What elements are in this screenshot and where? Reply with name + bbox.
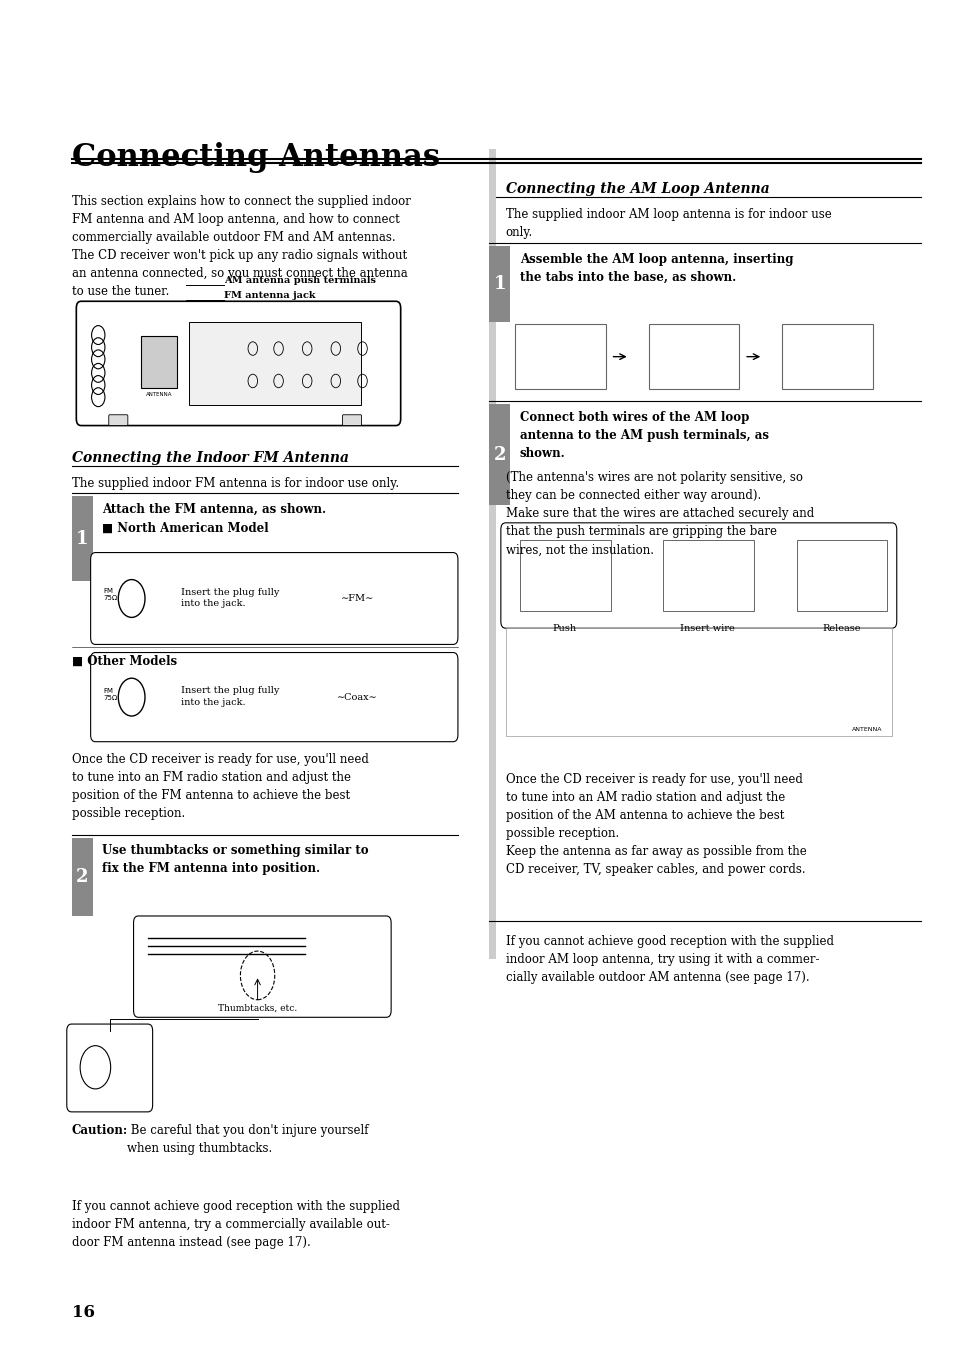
Text: 16: 16 [71,1304,94,1321]
FancyBboxPatch shape [91,653,457,742]
FancyBboxPatch shape [489,404,510,505]
Text: 1: 1 [493,274,506,293]
FancyBboxPatch shape [91,553,457,644]
Text: Thumbtacks, etc.: Thumbtacks, etc. [217,1004,297,1013]
Text: The supplied indoor FM antenna is for indoor use only.: The supplied indoor FM antenna is for in… [71,477,398,490]
Bar [489,149,496,959]
Text: This section explains how to connect the supplied indoor
FM antenna and AM loop : This section explains how to connect the… [71,195,410,297]
Text: ANTENNA: ANTENNA [851,727,882,732]
Text: FM
75Ω: FM 75Ω [103,688,117,701]
FancyBboxPatch shape [505,628,891,736]
FancyBboxPatch shape [67,1024,152,1112]
Text: ■ Other Models: ■ Other Models [71,655,176,669]
FancyBboxPatch shape [109,415,128,426]
Text: Connecting Antennas: Connecting Antennas [71,142,439,173]
Text: 1: 1 [75,530,89,549]
FancyBboxPatch shape [76,301,400,426]
Text: ∼FM∼: ∼FM∼ [341,594,374,603]
Text: Be careful that you don't injure yourself
when using thumbtacks.: Be careful that you don't injure yoursel… [127,1124,368,1155]
Text: Connecting the AM Loop Antenna: Connecting the AM Loop Antenna [505,182,768,196]
Text: AM antenna push terminals: AM antenna push terminals [224,276,375,285]
Text: ANTENNA: ANTENNA [146,392,172,397]
Text: Attach the FM antenna, as shown.
■ North American Model: Attach the FM antenna, as shown. ■ North… [102,503,326,535]
FancyBboxPatch shape [500,523,896,628]
Text: Connect both wires of the AM loop
antenna to the AM push terminals, as
shown.: Connect both wires of the AM loop antenn… [519,411,768,459]
Text: If you cannot achieve good reception with the supplied
indoor FM antenna, try a : If you cannot achieve good reception wit… [71,1200,399,1248]
Text: Use thumbtacks or something similar to
fix the FM antenna into position.: Use thumbtacks or something similar to f… [102,844,368,875]
FancyBboxPatch shape [71,496,92,581]
FancyBboxPatch shape [342,415,361,426]
Text: ∼Coax∼: ∼Coax∼ [337,693,377,701]
Text: (The antenna's wires are not polarity sensitive, so
they can be connected either: (The antenna's wires are not polarity se… [505,471,813,557]
Text: The supplied indoor AM loop antenna is for indoor use
only.: The supplied indoor AM loop antenna is f… [505,208,830,239]
Text: Once the CD receiver is ready for use, you'll need
to tune into an FM radio stat: Once the CD receiver is ready for use, y… [71,753,368,820]
FancyBboxPatch shape [133,916,391,1017]
FancyBboxPatch shape [489,246,510,322]
Text: Assemble the AM loop antenna, inserting
the tabs into the base, as shown.: Assemble the AM loop antenna, inserting … [519,253,793,284]
Text: 2: 2 [75,867,89,886]
Text: Release: Release [821,624,860,634]
Text: If you cannot achieve good reception with the supplied
indoor AM loop antenna, t: If you cannot achieve good reception wit… [505,935,833,984]
Text: FM
75Ω: FM 75Ω [103,588,117,601]
Text: FM antenna jack: FM antenna jack [224,290,315,300]
Text: 2: 2 [493,446,506,465]
Text: Insert the plug fully
into the jack.: Insert the plug fully into the jack. [181,686,279,707]
Text: Caution:: Caution: [71,1124,128,1138]
Text: Push: Push [552,624,577,634]
Text: Insert the plug fully
into the jack.: Insert the plug fully into the jack. [181,588,279,608]
Text: Once the CD receiver is ready for use, you'll need
to tune into an AM radio stat: Once the CD receiver is ready for use, y… [505,773,805,875]
Text: Insert wire: Insert wire [679,624,735,634]
FancyBboxPatch shape [189,322,360,405]
Text: Connecting the Indoor FM Antenna: Connecting the Indoor FM Antenna [71,451,348,465]
FancyBboxPatch shape [141,336,177,388]
FancyBboxPatch shape [71,838,92,916]
